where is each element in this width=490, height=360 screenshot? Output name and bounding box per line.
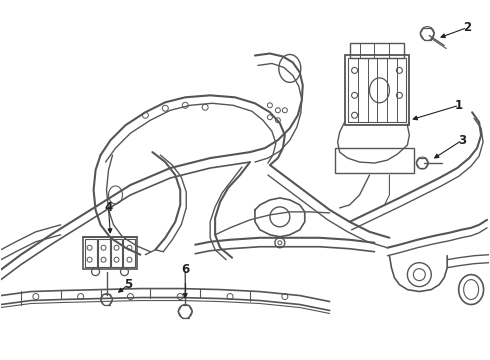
Bar (335, 148, 415, 173)
Bar (344, 55, 409, 125)
Bar (349, 42, 404, 58)
Text: 3: 3 (458, 134, 466, 147)
Text: 2: 2 (463, 21, 471, 34)
Bar (83, 237, 137, 269)
Bar (123, 239, 135, 267)
Text: 5: 5 (124, 278, 133, 291)
Bar (85, 239, 97, 267)
Bar (347, 58, 406, 122)
Text: 1: 1 (455, 99, 463, 112)
Text: 6: 6 (181, 263, 189, 276)
Text: 4: 4 (104, 201, 113, 215)
Bar (111, 239, 122, 267)
Bar (98, 239, 110, 267)
